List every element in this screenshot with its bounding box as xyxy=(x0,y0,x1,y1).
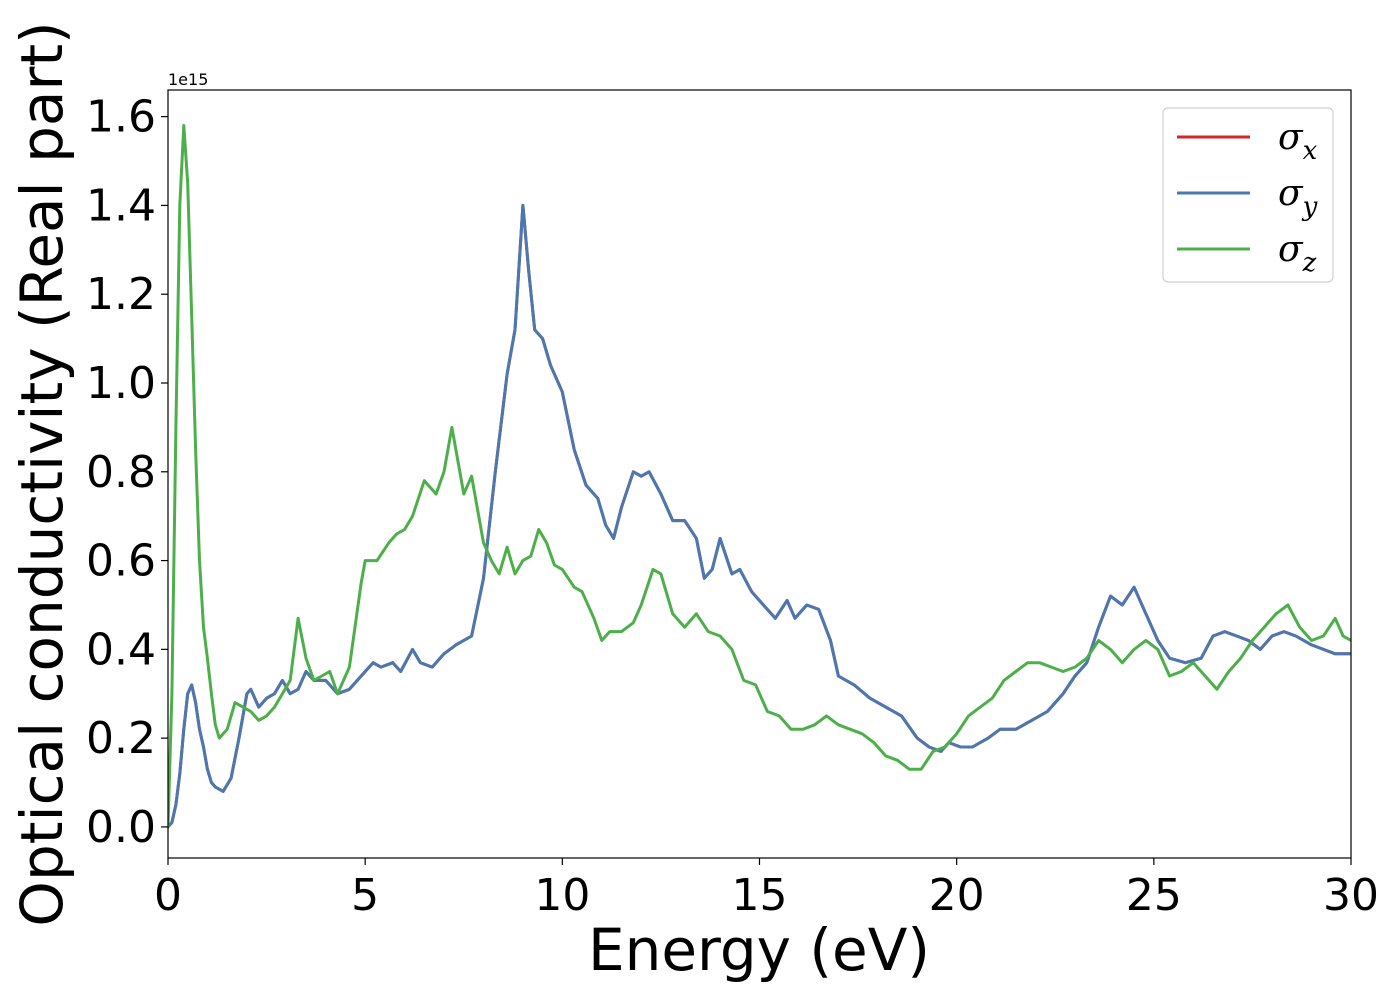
series-lines xyxy=(168,124,1351,829)
x-axis-title: Energy (eV) xyxy=(588,916,930,984)
series-line-z xyxy=(168,124,1351,829)
x-tick-label: 20 xyxy=(929,870,985,921)
x-tick-label: 25 xyxy=(1126,870,1182,921)
x-tick-label: 10 xyxy=(534,870,590,921)
x-tick-label: 30 xyxy=(1323,870,1379,921)
x-tick-label: 5 xyxy=(351,870,379,921)
legend-box xyxy=(1162,107,1334,283)
y-offset-label: 1e15 xyxy=(168,70,208,89)
y-tick-label: 0.0 xyxy=(86,802,156,853)
y-tick-label: 1.0 xyxy=(86,358,156,409)
x-tick-label: 0 xyxy=(154,870,182,921)
y-tick-label: 1.4 xyxy=(86,180,156,231)
y-tick-label: 0.6 xyxy=(86,536,156,587)
y-tick-label: 0.4 xyxy=(86,624,156,675)
y-axis-title: Optical conductivity (Real part) xyxy=(8,21,76,926)
series-line-x xyxy=(168,203,1351,829)
y-tick-label: 0.8 xyxy=(86,447,156,498)
y-axis-ticks: 0.0 0.2 0.4 0.6 0.8 1.0 1.2 1.4 1.6 xyxy=(86,92,168,853)
x-axis-ticks: 0 5 10 15 20 25 30 xyxy=(154,858,1379,921)
y-tick-label: 1.2 xyxy=(86,269,156,320)
series-line-y xyxy=(168,203,1351,829)
y-tick-label: 0.2 xyxy=(86,713,156,764)
x-tick-label: 15 xyxy=(732,870,788,921)
y-tick-label: 1.6 xyxy=(86,92,156,143)
